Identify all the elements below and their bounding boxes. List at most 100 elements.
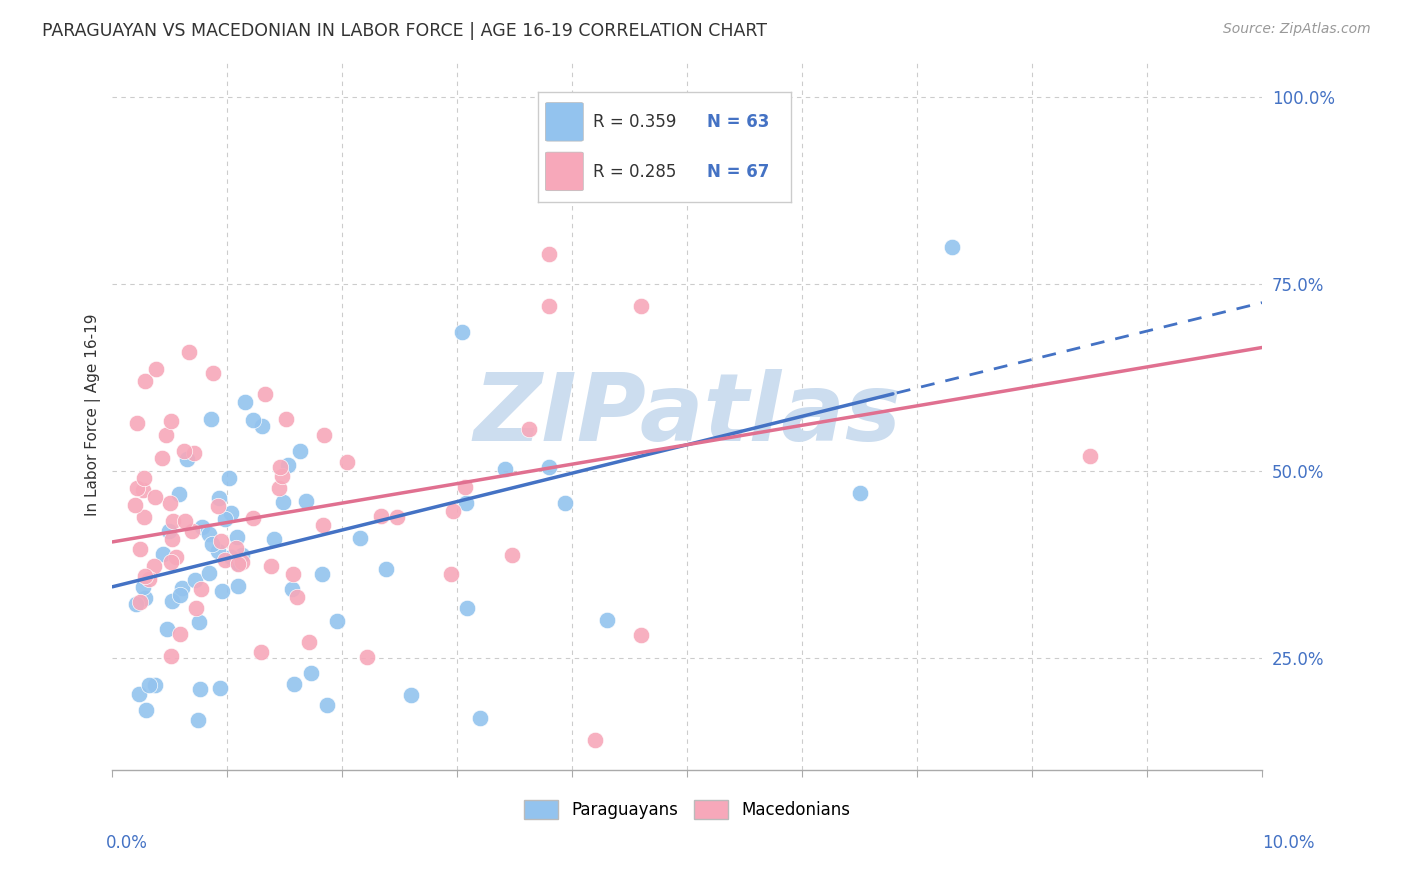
Point [259,559,281,574]
Point [124,597,146,611]
Point [941,239,963,253]
Point [188,615,211,629]
Point [285,590,308,604]
Point [172,581,194,595]
Point [288,444,311,458]
Point [207,491,229,505]
Text: ZIPatlas: ZIPatlas [474,368,901,461]
Point [162,514,184,528]
Point [385,509,408,524]
Point [124,499,146,513]
Point [517,422,540,436]
Point [314,428,336,442]
Point [349,532,371,546]
Point [537,460,560,475]
Point [583,733,606,747]
Point [129,595,152,609]
Point [128,542,150,557]
Point [441,504,464,518]
Point [160,594,183,608]
Point [299,665,322,680]
Point [160,556,183,570]
Point [501,549,523,563]
Point [209,533,232,548]
Point [160,649,183,664]
Point [165,550,187,565]
Point [207,499,229,513]
Point [184,601,207,615]
Point [315,698,337,712]
Point [169,588,191,602]
Point [269,481,291,495]
Point [274,412,297,426]
Point [184,573,207,587]
Point [143,678,166,692]
Point [254,387,277,401]
Point [226,556,249,570]
Point [218,471,240,485]
Point [214,512,236,526]
Point [157,524,180,539]
Point [155,427,177,442]
Point [145,361,167,376]
Point [271,495,294,509]
Point [176,451,198,466]
Point [174,514,197,528]
Point [277,458,299,472]
Point [250,419,273,434]
Point [298,634,321,648]
Point [160,414,183,428]
Point [132,580,155,594]
Text: 10.0%: 10.0% [1263,834,1315,852]
Point [451,325,474,339]
Point [281,582,304,596]
Point [159,496,181,510]
Point [152,547,174,561]
Point [134,569,156,583]
Point [134,471,156,485]
Point [169,627,191,641]
Point [143,491,166,505]
Point [225,541,247,556]
Point [356,650,378,665]
Point [375,561,398,575]
Point [271,469,294,483]
Point [125,481,148,495]
Point [198,566,221,580]
Y-axis label: In Labor Force | Age 16-19: In Labor Force | Age 16-19 [86,314,101,516]
Point [198,527,221,541]
Point [630,628,652,642]
Point [138,678,160,692]
Point [173,444,195,458]
Point [187,713,209,727]
Point [456,496,478,510]
Point [128,687,150,701]
Point [233,395,256,409]
Point [630,299,652,313]
Point [401,688,423,702]
Point [554,495,576,509]
Point [453,480,475,494]
Point [269,460,291,475]
Point [231,548,253,562]
Point [470,711,492,725]
Point [326,614,349,628]
Point [156,622,179,636]
Point [214,553,236,567]
Point [134,591,156,606]
Point [231,555,253,569]
Point [190,520,212,534]
Point [311,567,333,582]
Point [242,413,264,427]
Point [207,544,229,558]
Point [138,573,160,587]
Text: Source: ZipAtlas.com: Source: ZipAtlas.com [1223,22,1371,37]
Point [183,446,205,460]
Point [370,509,392,524]
Point [167,487,190,501]
Text: PARAGUAYAN VS MACEDONIAN IN LABOR FORCE | AGE 16-19 CORRELATION CHART: PARAGUAYAN VS MACEDONIAN IN LABOR FORCE … [42,22,768,40]
Point [132,483,155,498]
Point [263,532,285,546]
Point [143,559,166,574]
Point [135,703,157,717]
